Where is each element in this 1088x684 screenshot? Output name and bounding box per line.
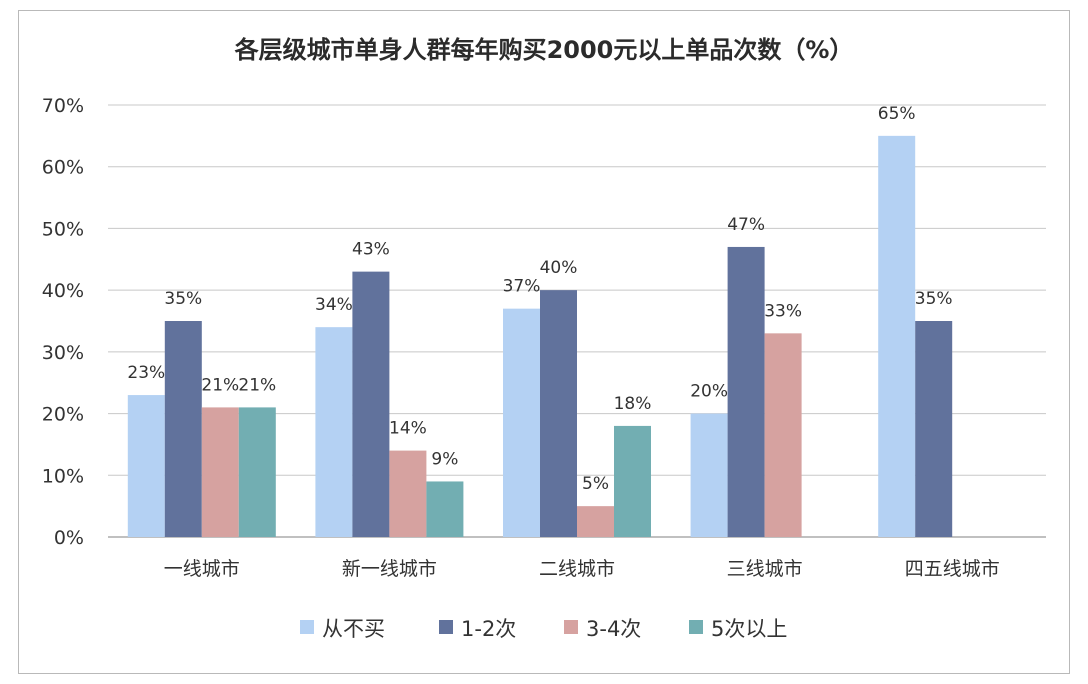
- data-label: 5%: [582, 474, 609, 494]
- x-tick-label: 一线城市: [164, 558, 240, 580]
- y-tick-label: 40%: [42, 280, 84, 302]
- bar: [503, 308, 540, 537]
- bar: [577, 506, 614, 537]
- data-label: 40%: [540, 258, 578, 278]
- data-label: 23%: [127, 363, 165, 383]
- x-tick-label: 四五线城市: [905, 558, 1000, 580]
- x-axis-ticks: 一线城市 新一线城市 二线城市 三线城市 四五线城市: [164, 558, 1000, 580]
- bar: [389, 450, 427, 537]
- data-label: 21%: [238, 375, 276, 395]
- data-label: 37%: [503, 277, 541, 297]
- bar: [540, 290, 577, 537]
- legend-label: 5次以上: [711, 617, 787, 641]
- data-label: 65%: [878, 104, 916, 124]
- bar: [614, 425, 651, 537]
- x-tick-label: 二线城市: [539, 558, 615, 580]
- bar: [690, 413, 728, 537]
- bar: [315, 327, 353, 537]
- data-label: 20%: [690, 382, 728, 402]
- data-label: 9%: [431, 449, 458, 469]
- y-tick-label: 60%: [42, 157, 84, 179]
- legend-swatch: [439, 620, 453, 634]
- bar: [727, 246, 765, 537]
- bar: [915, 321, 953, 537]
- y-tick-label: 20%: [42, 404, 84, 426]
- bar: [238, 407, 276, 537]
- bar: [352, 271, 390, 537]
- chart-title: 各层级城市单身人群每年购买2000元以上单品次数（%）: [234, 36, 854, 64]
- x-tick-label: 三线城市: [727, 558, 803, 580]
- legend-label: 1-2次: [461, 617, 516, 641]
- data-labels: 23% 35% 21% 21% 34% 43% 14%9% 37%40% 5% 18% 20% 47%…: [127, 104, 952, 494]
- bar: [764, 333, 802, 537]
- bar: [201, 407, 239, 537]
- data-label: 33%: [764, 301, 802, 321]
- legend-swatch: [689, 620, 703, 634]
- bar: [164, 321, 202, 537]
- data-label: 21%: [201, 375, 239, 395]
- legend-label: 3-4次: [586, 617, 641, 641]
- data-label: 18%: [614, 394, 652, 414]
- legend: 从不买 1-2次 3-4次 5次以上: [300, 617, 787, 641]
- legend-swatch: [564, 620, 578, 634]
- y-axis-ticks: 0% 10% 20% 30% 40% 50% 60% 70%: [42, 95, 84, 549]
- x-tick-label: 新一线城市: [342, 558, 437, 580]
- data-label: 43%: [352, 240, 390, 260]
- bar: [426, 481, 464, 537]
- data-label: 14%: [389, 419, 427, 439]
- y-tick-label: 50%: [42, 218, 84, 240]
- data-label: 35%: [915, 289, 953, 309]
- legend-label: 从不买: [322, 617, 385, 641]
- bar: [878, 135, 916, 537]
- data-label: 35%: [164, 289, 202, 309]
- y-tick-label: 0%: [54, 527, 84, 549]
- bars: [127, 135, 953, 537]
- data-label: 34%: [315, 295, 353, 315]
- data-label: 47%: [727, 215, 765, 235]
- y-tick-label: 10%: [42, 465, 84, 487]
- y-tick-label: 70%: [42, 95, 84, 117]
- legend-swatch: [300, 620, 314, 634]
- bar: [127, 395, 165, 537]
- y-tick-label: 30%: [42, 342, 84, 364]
